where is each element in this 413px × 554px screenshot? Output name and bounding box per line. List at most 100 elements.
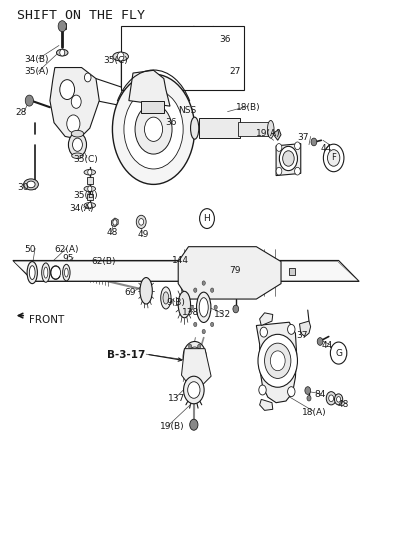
- Circle shape: [264, 343, 290, 378]
- Circle shape: [135, 105, 172, 154]
- Ellipse shape: [199, 297, 208, 317]
- Text: 49: 49: [137, 229, 148, 239]
- Text: 35(B): 35(B): [73, 191, 98, 200]
- Text: 62(A): 62(A): [54, 245, 78, 254]
- Circle shape: [325, 392, 335, 405]
- Ellipse shape: [190, 117, 198, 139]
- Circle shape: [193, 288, 197, 293]
- Circle shape: [59, 80, 74, 100]
- Polygon shape: [178, 247, 280, 299]
- Text: F: F: [330, 153, 335, 162]
- Circle shape: [275, 143, 281, 151]
- Circle shape: [294, 167, 299, 175]
- Polygon shape: [299, 321, 310, 336]
- Circle shape: [328, 395, 333, 402]
- Text: 95: 95: [62, 254, 74, 263]
- Circle shape: [188, 365, 191, 370]
- Polygon shape: [50, 68, 99, 139]
- Ellipse shape: [44, 267, 48, 278]
- Text: 48: 48: [106, 228, 117, 238]
- Circle shape: [88, 186, 92, 192]
- Circle shape: [189, 419, 197, 430]
- Bar: [86, 177, 93, 184]
- Circle shape: [310, 138, 316, 146]
- Text: 19(A): 19(A): [255, 129, 280, 138]
- Text: 48: 48: [337, 401, 348, 409]
- Polygon shape: [14, 261, 358, 281]
- Text: 84: 84: [313, 391, 325, 399]
- Bar: [59, 23, 65, 29]
- Circle shape: [25, 95, 33, 106]
- Text: 37: 37: [297, 133, 308, 142]
- Text: 34(B): 34(B): [24, 55, 48, 64]
- Polygon shape: [275, 143, 300, 176]
- Circle shape: [270, 351, 285, 371]
- Text: 69: 69: [123, 288, 135, 297]
- Circle shape: [330, 342, 346, 364]
- Circle shape: [259, 327, 267, 337]
- Text: FRONT: FRONT: [29, 315, 64, 325]
- Circle shape: [304, 387, 310, 394]
- Bar: [289, 268, 295, 275]
- Circle shape: [144, 117, 162, 141]
- Circle shape: [327, 150, 339, 166]
- Circle shape: [275, 167, 281, 175]
- Circle shape: [210, 288, 213, 293]
- Circle shape: [306, 396, 310, 401]
- Text: 18(A): 18(A): [301, 408, 325, 417]
- Ellipse shape: [178, 291, 190, 318]
- Circle shape: [187, 382, 199, 398]
- Text: 35(C): 35(C): [103, 56, 128, 65]
- Ellipse shape: [196, 292, 210, 322]
- Circle shape: [123, 90, 183, 169]
- Circle shape: [66, 115, 80, 132]
- Text: B-3-17: B-3-17: [107, 350, 145, 360]
- Ellipse shape: [113, 52, 128, 61]
- Circle shape: [334, 394, 342, 405]
- Polygon shape: [259, 399, 272, 411]
- Circle shape: [202, 281, 205, 285]
- Ellipse shape: [29, 266, 35, 279]
- Circle shape: [136, 216, 146, 228]
- Circle shape: [193, 322, 197, 327]
- Ellipse shape: [24, 179, 38, 190]
- Circle shape: [316, 337, 322, 345]
- Text: NSS: NSS: [178, 106, 196, 115]
- Circle shape: [210, 322, 213, 327]
- Text: 36: 36: [219, 35, 230, 44]
- Circle shape: [187, 347, 202, 367]
- Ellipse shape: [27, 181, 35, 188]
- Circle shape: [279, 146, 297, 171]
- Text: 132: 132: [214, 310, 231, 319]
- Circle shape: [336, 397, 340, 402]
- Circle shape: [233, 305, 238, 313]
- Circle shape: [183, 341, 206, 372]
- Text: 62(B): 62(B): [91, 257, 115, 266]
- Ellipse shape: [42, 263, 50, 282]
- Ellipse shape: [140, 278, 152, 304]
- Text: 35(C): 35(C): [73, 155, 98, 163]
- Text: 44: 44: [319, 144, 330, 153]
- Ellipse shape: [64, 268, 68, 277]
- Ellipse shape: [84, 170, 95, 175]
- Ellipse shape: [71, 130, 83, 137]
- Text: G: G: [334, 348, 341, 357]
- Text: 137: 137: [168, 394, 185, 403]
- Polygon shape: [13, 260, 358, 281]
- Polygon shape: [128, 70, 170, 106]
- Polygon shape: [181, 348, 211, 384]
- Text: 36: 36: [165, 118, 176, 127]
- Text: 138: 138: [182, 309, 199, 317]
- Circle shape: [117, 52, 123, 61]
- Ellipse shape: [160, 287, 171, 309]
- Bar: [198, 118, 239, 138]
- Ellipse shape: [84, 203, 95, 208]
- Bar: [141, 101, 164, 113]
- Circle shape: [84, 73, 91, 82]
- Circle shape: [197, 365, 200, 370]
- Circle shape: [183, 355, 187, 359]
- Text: 9(B): 9(B): [166, 299, 184, 307]
- Circle shape: [112, 74, 194, 184]
- Polygon shape: [272, 129, 280, 140]
- Text: 79: 79: [229, 266, 240, 275]
